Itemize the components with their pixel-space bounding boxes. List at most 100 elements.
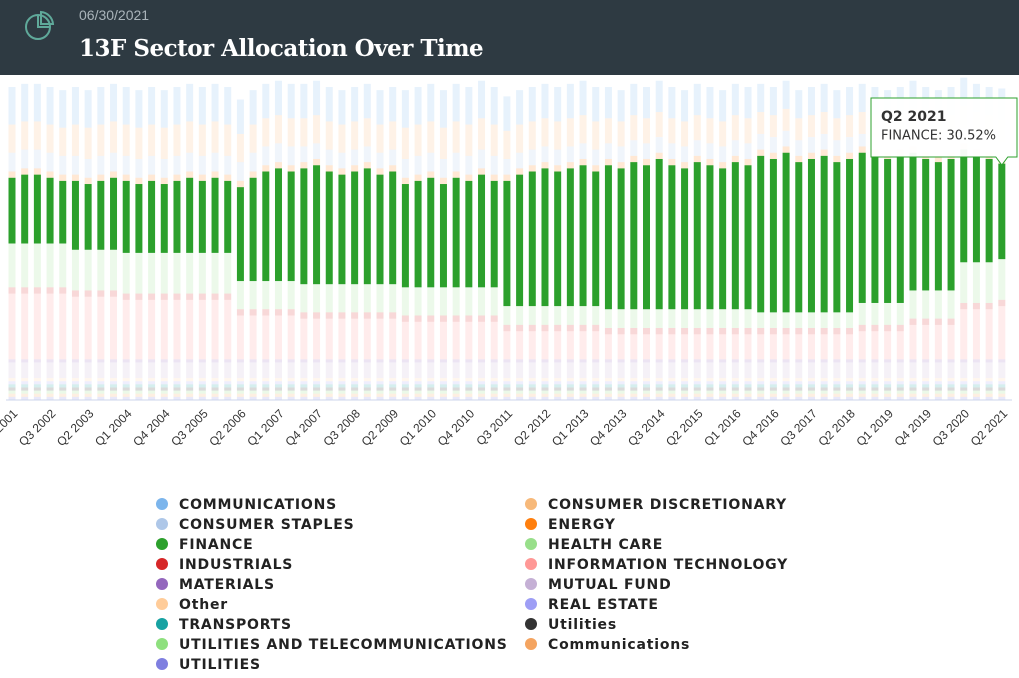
header: 06/30/2021 13F Sector Allocation Over Ti… <box>0 0 1019 75</box>
bar-segment <box>97 249 105 291</box>
bar-segment <box>122 396 130 400</box>
bar-segment <box>439 184 447 288</box>
bar-segment <box>401 378 409 382</box>
bar-segment <box>274 162 282 169</box>
bar-segment <box>325 378 333 382</box>
bar-segment <box>173 299 181 360</box>
bar-segment <box>249 177 257 282</box>
bar-segment <box>325 359 333 363</box>
bar-segment <box>465 381 473 385</box>
bar-segment <box>46 124 54 153</box>
bar-segment <box>452 387 460 391</box>
bar-segment <box>490 315 498 322</box>
bar-segment <box>554 121 562 150</box>
bar-segment <box>439 359 447 363</box>
bar-segment <box>186 83 194 122</box>
bar-segment <box>668 118 676 144</box>
bar-segment <box>820 112 828 134</box>
bar-segment <box>579 393 587 397</box>
bar-segment <box>655 393 663 397</box>
bar-segment <box>807 328 815 335</box>
bar-segment <box>604 387 612 391</box>
bar-segment <box>274 143 282 163</box>
bar-segment <box>338 124 346 153</box>
bar-segment <box>630 396 638 400</box>
bar-segment <box>439 384 447 388</box>
bar-segment <box>490 381 498 385</box>
bar-segment <box>871 396 879 400</box>
bar-segment <box>998 299 1006 307</box>
bar-segment <box>884 390 892 394</box>
legend-marker <box>525 618 537 630</box>
x-tick-label: Q1 2004 <box>92 406 135 449</box>
bar-segment <box>769 384 777 388</box>
bar-segment <box>871 331 879 360</box>
bar-segment <box>668 165 676 310</box>
bar-segment <box>325 381 333 385</box>
bar-segment <box>376 393 384 397</box>
bar-segment <box>414 321 422 360</box>
bar-segment <box>135 390 143 394</box>
bar-segment <box>351 359 359 363</box>
bar-segment <box>478 118 486 150</box>
bar-segment <box>719 309 727 329</box>
bar-segment <box>541 378 549 382</box>
bar-segment <box>363 387 371 391</box>
bar-segment <box>858 302 866 325</box>
bar-segment <box>97 390 105 394</box>
bar-segment <box>186 252 194 294</box>
bar-segment <box>846 387 854 391</box>
bar-segment <box>236 393 244 397</box>
bar-segment <box>363 390 371 394</box>
bar-segment <box>744 378 752 382</box>
bar-segment <box>630 162 638 310</box>
legend-label: MUTUAL FUND <box>548 577 672 593</box>
bar-segment <box>249 396 257 400</box>
bar-segment <box>135 387 143 391</box>
bar-segment <box>211 359 219 363</box>
bar-segment <box>617 362 625 379</box>
bar-segment <box>566 168 574 307</box>
bar-segment <box>681 393 689 397</box>
bar-segment <box>427 393 435 397</box>
bar-segment <box>922 387 930 391</box>
bar-segment <box>389 390 397 394</box>
bar-segment <box>198 359 206 363</box>
bar-segment <box>376 124 384 153</box>
bar-segment <box>59 174 67 181</box>
bar-segment <box>389 393 397 397</box>
bar-segment <box>985 390 993 394</box>
bar-segment <box>719 390 727 394</box>
bar-segment <box>173 362 181 379</box>
bar-segment <box>554 324 562 332</box>
bar-segment <box>110 290 118 297</box>
bar-segment <box>452 359 460 363</box>
bar-segment <box>122 378 130 382</box>
bar-segment <box>452 83 460 122</box>
bar-segment <box>807 359 815 363</box>
bar-segment <box>33 396 41 400</box>
bar-segment <box>46 171 54 178</box>
bar-segment <box>846 312 854 329</box>
bar-segment <box>744 328 752 335</box>
bar-segment <box>97 124 105 156</box>
bar-segment <box>110 387 118 391</box>
bar-segment <box>947 390 955 394</box>
bar-segment <box>274 381 282 385</box>
bar-segment <box>757 387 765 391</box>
bar-segment <box>820 387 828 391</box>
bar-segment <box>617 162 625 169</box>
bar-segment <box>490 321 498 360</box>
bar-segment <box>807 158 815 313</box>
bar-segment <box>198 252 206 294</box>
legend-marker <box>156 578 168 590</box>
bar-segment <box>274 80 282 116</box>
bar-segment <box>325 384 333 388</box>
bar-segment <box>858 384 866 388</box>
bar-segment <box>33 83 41 122</box>
bar-segment <box>782 359 790 363</box>
bar-segment <box>592 149 600 166</box>
bar-segment <box>376 390 384 394</box>
bar-segment <box>719 396 727 400</box>
bar-segment <box>198 396 206 400</box>
